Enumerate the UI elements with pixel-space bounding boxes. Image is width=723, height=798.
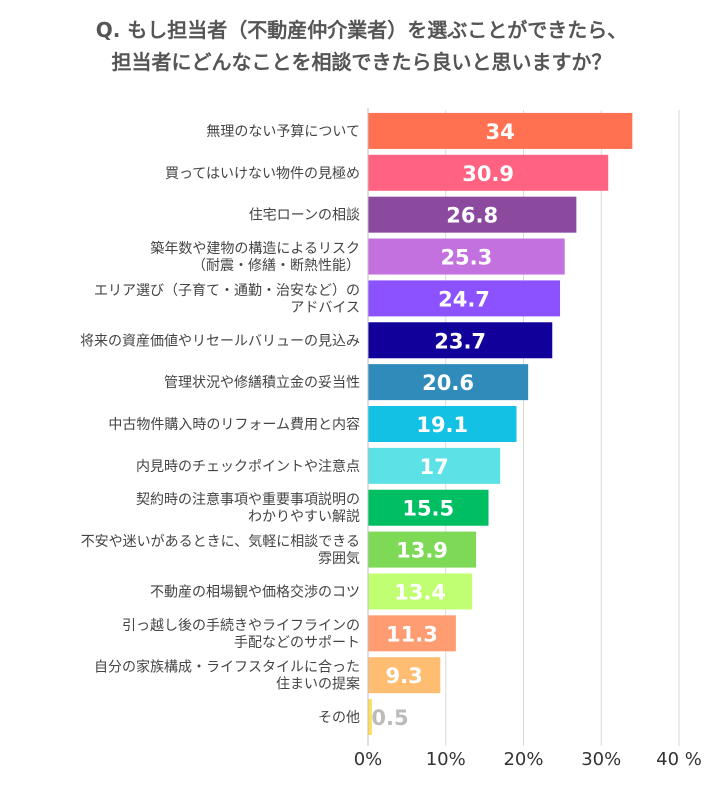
bar [368,531,477,568]
chart-title-line-1: Q. もし担当者（不動産仲介業者）を選ぶことができたら、 [95,18,628,42]
category-label: 雰囲気 [318,551,360,567]
data-label: 34 [486,120,515,144]
bar [368,489,489,526]
bar [368,657,441,694]
category-label: わかりやすい解説 [248,509,360,525]
x-tick-label: 20% [503,749,543,770]
category-label: 内見時のチェックポイントや注意点 [136,458,360,475]
category-label: （耐震・修繕・断熱性能） [192,258,360,274]
category-label: その他 [318,710,360,726]
bar [368,364,529,401]
bar [368,699,372,736]
data-label: 24.7 [438,287,490,311]
data-label: 13.4 [394,580,446,604]
data-label: 13.9 [396,539,448,563]
category-label: 無理のない予算について [206,124,360,140]
category-label: 住宅ローンの相談 [249,208,360,224]
category-label: 中古物件購入時のリフォーム費用と内容 [108,416,360,433]
bar [368,238,565,275]
x-tick-label: 10% [426,749,466,770]
category-label: 不動産の相場観や価格交渉のコツ [150,583,360,600]
data-label: 17 [419,455,448,479]
category-label: 住まいの提案 [276,676,360,693]
data-label: 26.8 [446,204,498,228]
x-tick-label: 40 % [656,749,702,770]
category-label: 築年数や建物の構造によるリスク [150,241,360,257]
bar [368,280,561,317]
bar [368,196,577,233]
chart-title-line-2: 担当者にどんなことを相談できたら良いと思いますか？ [111,50,612,74]
data-label: 0.5 [371,706,408,730]
data-label: 15.5 [402,497,454,521]
category-label: 契約時の注意事項や重要事項説明の [136,491,360,508]
chart-title: Q. もし担当者（不動産仲介業者）を選ぶことができたら、 担当者にどんなことを相… [0,14,723,78]
x-tick-label: 0% [354,749,383,770]
bar [368,322,553,359]
bar [368,573,473,610]
x-tick-label: 30% [581,749,621,770]
data-label: 20.6 [422,371,474,395]
bar [368,447,501,484]
data-label: 25.3 [440,246,492,270]
bar [368,615,456,652]
data-label: 19.1 [416,413,468,437]
data-label: 9.3 [386,664,423,688]
bar [368,154,609,191]
category-label: 管理状況や修繕積立金の妥当性 [164,375,360,391]
category-label: 将来の資産価値やリセールバリューの見込み [80,333,360,349]
category-label: 買ってはいけない物件の見極め [165,166,360,182]
data-label: 30.9 [462,162,514,186]
category-label: エリア選び（子育て・通勤・治安など）の [94,283,360,299]
data-label: 11.3 [386,622,438,646]
category-label: アドバイス [290,300,360,316]
category-label: 不安や迷いがあるときに、気軽に相談できる [81,534,360,550]
category-label: 手配などのサポート [234,635,360,651]
data-label: 23.7 [434,329,486,353]
category-label: 自分の家族構成・ライフスタイルに合った [94,659,360,676]
bar [368,406,517,442]
category-label: 引っ越し後の手続きやライフラインの [122,617,360,634]
bar [368,112,633,149]
